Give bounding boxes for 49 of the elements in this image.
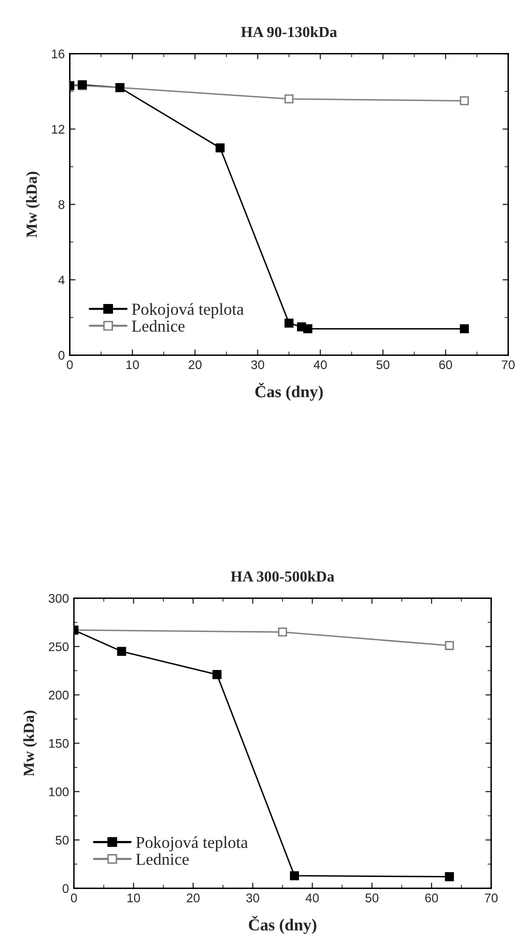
legend-label: Lednice [132,320,185,332]
y-tick-label: 100 [49,787,69,796]
x-axis-title: Čas (dny) [255,382,323,401]
chart-title: HA 90-130kDa [241,26,337,38]
y-tick-label: 50 [56,836,69,845]
point [284,318,294,328]
x-axis-title: Čas (dny) [248,916,316,934]
y-tick-label: 16 [52,49,64,58]
y-tick-label: 12 [52,124,64,134]
x-tick-label: 50 [376,360,390,370]
point [212,670,222,680]
point [460,96,469,106]
y-tick-label: 300 [48,594,69,603]
x-tick-label: 30 [246,893,260,902]
y-axis-title: Mw (kDa) [26,172,40,238]
legend-label: Pokojová teplota [136,836,248,852]
point [284,94,294,104]
x-tick-label: 70 [484,893,498,902]
point [117,646,126,656]
x-tick-label: 40 [306,893,319,902]
x-tick-label: 60 [425,893,438,902]
x-tick-label: 10 [128,893,140,902]
x-tick-label: 70 [502,360,515,370]
x-tick-label: 0 [70,893,77,902]
x-tick-label: 20 [186,893,200,902]
point [290,871,299,880]
y-axis-title: Mw (kDa) [23,710,38,776]
point [303,324,312,334]
y-tick-label: 0 [62,884,69,893]
x-tick-label: 60 [439,360,452,370]
point [444,641,454,650]
y-tick-label: 200 [48,690,69,700]
y-tick-label: 150 [49,739,69,748]
point [460,324,469,334]
point [278,628,288,637]
legend-label: Lednice [136,853,189,865]
x-tick-label: 30 [251,360,264,370]
y-tick-label: 4 [58,276,65,284]
x-tick-label: 50 [365,893,378,902]
point [444,872,454,882]
x-tick-label: 10 [126,360,139,370]
x-tick-label: 20 [188,360,202,370]
point [216,143,225,152]
chart-title: HA 300-500kDa [230,570,334,582]
x-tick-label: 40 [314,360,327,370]
y-tick-label: 0 [58,350,64,360]
y-tick-label: 8 [58,200,64,210]
legend-label: Pokojová teplota [132,303,244,318]
y-tick-label: 250 [48,642,69,652]
